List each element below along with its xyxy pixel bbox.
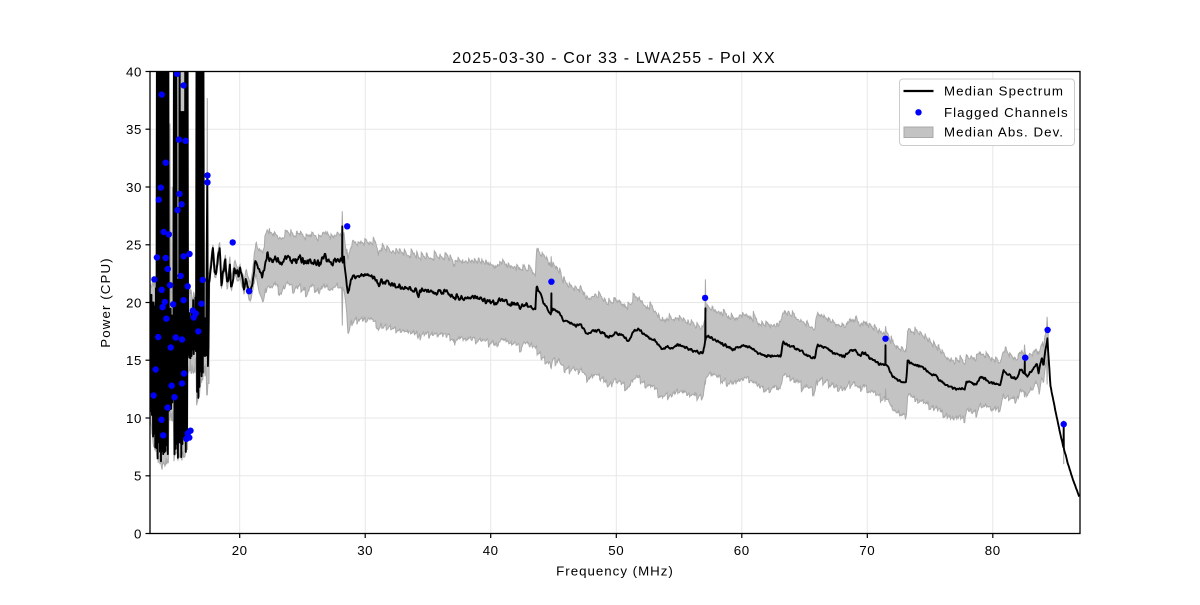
svg-text:30: 30 bbox=[357, 543, 373, 558]
svg-text:60: 60 bbox=[734, 543, 750, 558]
svg-text:5: 5 bbox=[134, 469, 142, 484]
svg-text:50: 50 bbox=[608, 543, 624, 558]
svg-text:80: 80 bbox=[985, 543, 1001, 558]
svg-text:0: 0 bbox=[134, 526, 142, 541]
svg-text:Flagged Channels: Flagged Channels bbox=[944, 105, 1069, 120]
svg-text:2025-03-30 - Cor 33 - LWA255 -: 2025-03-30 - Cor 33 - LWA255 - Pol XX bbox=[452, 50, 776, 67]
svg-text:70: 70 bbox=[859, 543, 875, 558]
svg-text:Median Spectrum: Median Spectrum bbox=[944, 84, 1064, 99]
svg-text:Power (CPU): Power (CPU) bbox=[98, 257, 113, 347]
svg-text:30: 30 bbox=[126, 180, 142, 195]
svg-text:20: 20 bbox=[232, 543, 248, 558]
svg-text:35: 35 bbox=[126, 122, 142, 137]
svg-text:Median Abs. Dev.: Median Abs. Dev. bbox=[944, 125, 1064, 140]
svg-text:40: 40 bbox=[126, 64, 142, 79]
svg-text:15: 15 bbox=[126, 353, 142, 368]
svg-text:20: 20 bbox=[126, 295, 142, 310]
svg-text:10: 10 bbox=[126, 411, 142, 426]
svg-text:25: 25 bbox=[126, 238, 142, 253]
svg-text:Frequency (MHz): Frequency (MHz) bbox=[556, 564, 674, 579]
svg-text:40: 40 bbox=[483, 543, 499, 558]
